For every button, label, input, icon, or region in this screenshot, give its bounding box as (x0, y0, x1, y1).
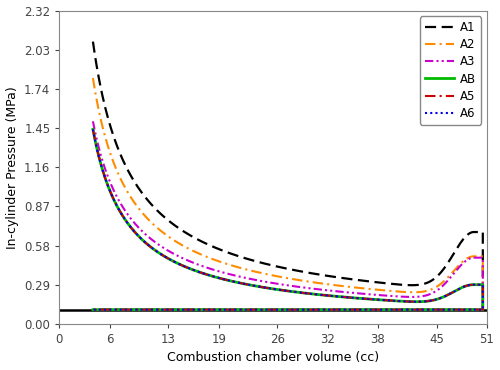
A5 (344, 295, 350, 300)
A2 (90, 76, 96, 80)
A1 (136, 186, 142, 191)
A3 (90, 119, 96, 124)
Line: A6: A6 (93, 130, 483, 310)
A3 (289, 284, 295, 288)
AB (92, 137, 98, 141)
A2 (92, 88, 98, 92)
AB (480, 307, 486, 312)
AB (133, 231, 139, 236)
A1 (424, 280, 430, 285)
A3 (344, 290, 350, 295)
A2 (133, 202, 139, 207)
A5 (92, 137, 98, 141)
Line: A5: A5 (93, 130, 483, 310)
A3 (90, 307, 96, 312)
A1 (133, 182, 139, 186)
A1 (90, 39, 96, 44)
A5 (136, 234, 142, 239)
A6 (480, 307, 486, 312)
A6 (424, 299, 430, 303)
A1 (90, 307, 96, 312)
AB (289, 289, 295, 294)
A2 (289, 277, 295, 281)
AB (90, 127, 96, 132)
A6 (90, 127, 96, 132)
A6 (92, 137, 98, 141)
Legend: A1, A2, A3, AB, A5, A6: A1, A2, A3, AB, A5, A6 (420, 16, 481, 125)
A3 (92, 128, 98, 133)
A5 (133, 231, 139, 236)
A3 (133, 222, 139, 227)
A2 (136, 206, 142, 211)
AB (344, 295, 350, 300)
A2 (90, 307, 96, 312)
AB (136, 234, 142, 239)
Line: A2: A2 (93, 78, 483, 310)
A2 (480, 307, 486, 312)
A6 (289, 289, 295, 294)
Line: A3: A3 (93, 121, 483, 310)
A2 (424, 289, 430, 293)
A3 (136, 226, 142, 230)
A6 (344, 295, 350, 300)
A6 (133, 231, 139, 236)
AB (424, 299, 430, 303)
A6 (136, 234, 142, 239)
A3 (480, 307, 486, 312)
A5 (289, 289, 295, 294)
A2 (344, 285, 350, 289)
A5 (480, 307, 486, 312)
A5 (90, 127, 96, 132)
A1 (480, 307, 486, 312)
Line: AB: AB (93, 130, 483, 310)
A5 (424, 299, 430, 303)
Y-axis label: In-cylinder Pressure (MPa): In-cylinder Pressure (MPa) (6, 86, 18, 249)
A6 (90, 307, 96, 312)
A3 (424, 293, 430, 297)
A1 (289, 268, 295, 272)
Line: A1: A1 (93, 41, 483, 310)
A5 (90, 307, 96, 312)
AB (90, 307, 96, 312)
A1 (344, 276, 350, 281)
X-axis label: Combustion chamber volume (cc): Combustion chamber volume (cc) (167, 352, 380, 364)
A1 (92, 53, 98, 57)
